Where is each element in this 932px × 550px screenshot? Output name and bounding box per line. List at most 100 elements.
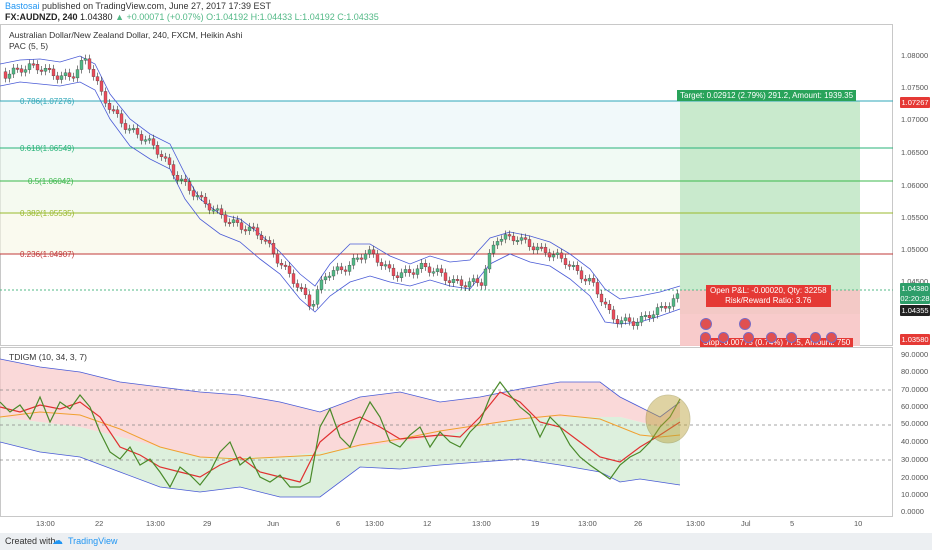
candle-body <box>527 239 532 247</box>
candle-body <box>31 63 36 66</box>
price-axis-label: 1.05000 <box>901 245 929 254</box>
candle-body <box>103 91 108 104</box>
event-marker[interactable] <box>700 318 712 330</box>
candle-body <box>595 282 600 295</box>
time-axis-label: 13:00 <box>578 519 597 528</box>
last-price: 1.04380 <box>80 12 113 22</box>
created-with-text: Created with <box>5 536 56 546</box>
candle-body <box>403 269 408 273</box>
event-marker[interactable] <box>810 332 821 343</box>
candle-body <box>171 164 176 176</box>
candle-body <box>603 301 608 305</box>
tdigm-legend: TDIGM (10, 34, 3, 7) <box>9 352 87 362</box>
candle-body <box>19 68 24 73</box>
candle-body <box>167 157 172 165</box>
candle-body <box>71 76 76 79</box>
published-text: published on TradingView.com, June 27, 2… <box>42 1 272 11</box>
indicator-axis-label: 70.0000 <box>901 385 929 394</box>
candle-body <box>163 156 168 159</box>
candle-body <box>435 268 440 272</box>
candle-body <box>55 75 60 80</box>
event-marker[interactable] <box>700 332 711 343</box>
candle-body <box>91 68 96 77</box>
candle-body <box>11 67 16 75</box>
author-link[interactable]: Bastosai <box>5 1 40 11</box>
candle-body <box>475 278 480 283</box>
stop-label[interactable]: Stop: 0.00775 (0.74%) 77.5, Amount: 750 <box>700 338 854 347</box>
candle-body <box>495 241 500 246</box>
candle-body <box>407 269 412 273</box>
indicator-axis-label: 40.0000 <box>901 437 929 446</box>
candle-body <box>223 214 228 223</box>
event-marker[interactable] <box>766 332 777 343</box>
candle-body <box>647 315 652 319</box>
candle-body <box>663 306 668 309</box>
time-axis-label: 13:00 <box>146 519 165 528</box>
candle-body <box>427 266 432 273</box>
candle-body <box>671 298 676 307</box>
event-marker[interactable] <box>826 332 837 343</box>
candle-body <box>627 317 632 322</box>
price-axis-label: 1.08000 <box>901 51 929 60</box>
price-axis-label: 1.06500 <box>901 148 929 157</box>
event-marker[interactable] <box>743 332 754 343</box>
candle-body <box>15 67 20 70</box>
candle-body <box>227 222 232 225</box>
event-marker[interactable] <box>739 318 751 330</box>
highlight-ellipse <box>645 394 691 444</box>
candle-body <box>63 72 68 76</box>
candle-body <box>263 239 268 242</box>
target-label[interactable]: Target: 0.02912 (2.79%) 291.2, Amount: 1… <box>677 90 857 101</box>
candle-body <box>147 138 152 141</box>
candle-body <box>275 253 280 264</box>
candle-body <box>323 276 328 281</box>
time-axis-label: 10 <box>854 519 863 528</box>
candle-body <box>187 181 192 191</box>
time-axis[interactable]: 13:00 22 13:00 29 Jun 6 13:00 12 13:00 1… <box>0 517 893 531</box>
event-marker[interactable] <box>786 332 797 343</box>
candle-body <box>487 252 492 270</box>
indicator-axis-label: 10.0000 <box>901 490 929 499</box>
tradingview-brand-link[interactable]: TradingView <box>68 536 118 546</box>
candle-body <box>431 271 436 274</box>
candle-body <box>655 307 660 315</box>
time-axis-label: 22 <box>95 519 104 528</box>
candle-body <box>483 268 488 286</box>
event-marker[interactable] <box>718 332 729 343</box>
fib-band-4 <box>0 214 680 254</box>
candle-body <box>315 289 320 305</box>
candle-body <box>623 317 628 321</box>
price-axis[interactable]: 1.08000 1.07500 1.07000 1.06500 1.06000 … <box>893 24 932 346</box>
candle-body <box>175 175 180 181</box>
candle-body <box>515 240 520 243</box>
candle-body <box>419 263 424 270</box>
fib-label-0618: 0.618(1.06549) <box>20 144 75 153</box>
candle-body <box>43 67 48 72</box>
candle-body <box>231 219 236 223</box>
candle-body <box>463 285 468 288</box>
time-axis-label: 13:00 <box>36 519 55 528</box>
candle-body <box>659 306 664 308</box>
candle-body <box>59 75 64 80</box>
candle-body <box>383 264 388 267</box>
candle-body <box>367 249 372 255</box>
pac-legend: PAC (5, 5) <box>9 41 49 51</box>
indicator-axis[interactable]: 90.0000 80.0000 70.0000 60.0000 50.0000 … <box>893 347 932 517</box>
indicator-axis-label: 60.0000 <box>901 402 929 411</box>
time-axis-label: 19 <box>531 519 540 528</box>
candle-body <box>303 287 308 296</box>
candle-body <box>239 222 244 230</box>
indicator-axis-label: 0.0000 <box>901 507 924 516</box>
candle-body <box>615 319 620 324</box>
candle-body <box>471 278 476 282</box>
candle-body <box>51 68 56 77</box>
candle-body <box>123 123 128 130</box>
current-price-tag: 1.04380 <box>900 283 930 294</box>
pnl-label[interactable]: Open P&L: -0.00020, Qty: 32258 Risk/Rewa… <box>706 285 831 307</box>
rr-text: Risk/Reward Ratio: 3.76 <box>725 296 812 305</box>
candle-body <box>455 279 460 281</box>
pac-lower-line <box>0 81 681 325</box>
candle-body <box>635 322 640 326</box>
indicator-axis-label: 90.0000 <box>901 350 929 359</box>
candle-body <box>87 58 92 70</box>
